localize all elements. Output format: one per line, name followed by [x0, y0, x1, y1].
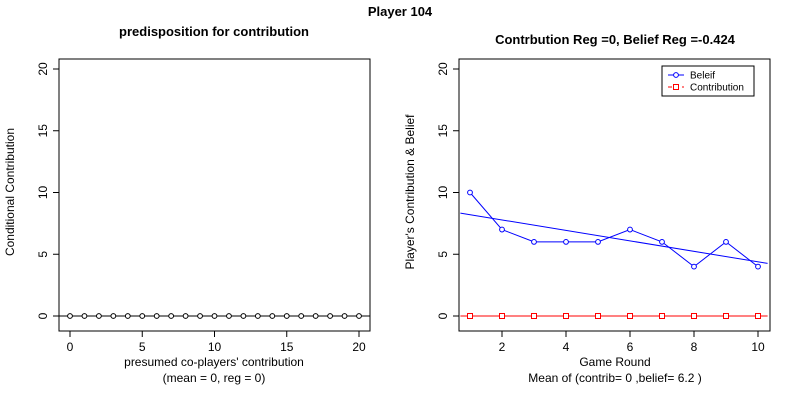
left-chart-title: predisposition for contribution [119, 24, 309, 39]
left-chart-xlabel: presumed co-players' contribution [124, 355, 304, 369]
right-chart-plot-frame [458, 58, 771, 332]
right-chart-title: Contrbution Reg =0, Belief Reg =-0.424 [495, 32, 736, 47]
right-chart-point-contribution [723, 313, 729, 319]
left-chart-point [81, 313, 88, 319]
right-chart-point-beleif [755, 263, 761, 270]
left-chart-point [139, 313, 146, 319]
right-chart-point-contribution [563, 313, 569, 319]
left-chart-y-tick-label: 0 [36, 312, 50, 319]
left-chart-point [269, 313, 276, 319]
left-chart: 0 5 10 15 20 0 5 10 15 20 [36, 58, 371, 354]
right-chart-x-tick-label: 6 [627, 340, 634, 354]
left-chart-xlabel-sub: (mean = 0, reg = 0) [163, 371, 266, 385]
right-chart-trend-line-beleif [460, 212, 768, 264]
left-chart-x-tick-label: 15 [280, 340, 294, 354]
left-chart-point [67, 313, 73, 319]
left-chart-y-tick-label: 5 [36, 251, 50, 258]
right-chart-point-beleif [627, 226, 633, 233]
right-chart-point-contribution [499, 313, 505, 319]
right-chart-point-contribution [595, 313, 601, 319]
left-chart-point [240, 313, 247, 319]
right-chart-y-tick-label: 10 [436, 186, 450, 200]
left-chart-x-tick-label: 20 [352, 340, 366, 354]
left-chart-point [124, 313, 131, 319]
right-chart-point-beleif [595, 239, 601, 245]
left-chart-point [327, 313, 334, 319]
right-chart-series-line-beleif [469, 192, 759, 268]
right-chart-y-tick-label: 20 [436, 62, 450, 76]
left-chart-point [211, 313, 218, 319]
right-chart-point-contribution [691, 313, 697, 319]
right-chart-point-beleif [659, 239, 665, 245]
left-chart-point [283, 313, 290, 319]
right-chart-point-beleif [723, 239, 729, 245]
right-chart-point-contribution [627, 313, 633, 319]
right-chart-y-tick-label: 15 [436, 124, 450, 138]
left-chart-point [298, 313, 305, 319]
page-title: Player 104 [368, 4, 433, 19]
left-chart-y-tick-label: 15 [36, 124, 50, 138]
left-chart-point [168, 313, 175, 319]
left-chart-point [153, 313, 160, 319]
left-chart-point [110, 313, 117, 319]
right-chart-x-tick-label: 2 [499, 340, 506, 354]
legend-box [661, 65, 755, 97]
right-chart-point-beleif [467, 189, 473, 196]
right-chart-point-contribution [531, 313, 537, 319]
right-chart-xlabel-sub: Mean of (contrib= 0 ,belief= 6.2 ) [528, 371, 701, 385]
left-chart-point [182, 313, 189, 319]
left-chart-point [197, 313, 203, 319]
left-chart-point [254, 313, 261, 319]
right-chart-point-beleif [499, 226, 505, 233]
right-chart-xlabel: Game Round [579, 355, 650, 369]
right-chart-point-contribution [755, 313, 761, 319]
left-chart-point [226, 313, 232, 319]
left-chart-point [96, 313, 102, 319]
legend-marker-contribution [673, 84, 679, 90]
right-chart-point-beleif [531, 239, 537, 245]
legend-label-beleif: Beleif [690, 71, 715, 82]
legend-marker-beleif [673, 72, 679, 78]
right-chart-x-tick-label: 10 [751, 340, 765, 354]
left-chart-y-tick-label: 20 [36, 62, 50, 76]
legend-label-contribution: Contribution [690, 83, 744, 94]
right-chart-y-tick-label: 0 [436, 312, 450, 319]
right-chart-point-contribution [659, 313, 665, 319]
right-chart-y-tick-label: 5 [436, 251, 450, 258]
left-chart-point [341, 313, 348, 319]
left-chart-point [356, 313, 362, 319]
right-chart-point-beleif [691, 263, 697, 270]
right-chart-x-tick-label: 4 [563, 340, 570, 354]
left-chart-y-tick-label: 10 [36, 186, 50, 200]
left-chart-x-tick-label: 0 [67, 340, 74, 354]
left-chart-x-tick-label: 10 [208, 340, 222, 354]
left-chart-x-tick-label: 5 [139, 340, 146, 354]
left-chart-plot-frame [58, 58, 371, 332]
left-chart-ylabel: Conditional Contribution [3, 128, 17, 256]
right-chart-point-beleif [563, 239, 569, 245]
right-chart-ylabel: Player's Contribution & Belief [403, 114, 417, 270]
right-chart-point-contribution [467, 313, 473, 319]
right-chart-x-tick-label: 8 [691, 340, 698, 354]
left-chart-point [312, 313, 319, 319]
